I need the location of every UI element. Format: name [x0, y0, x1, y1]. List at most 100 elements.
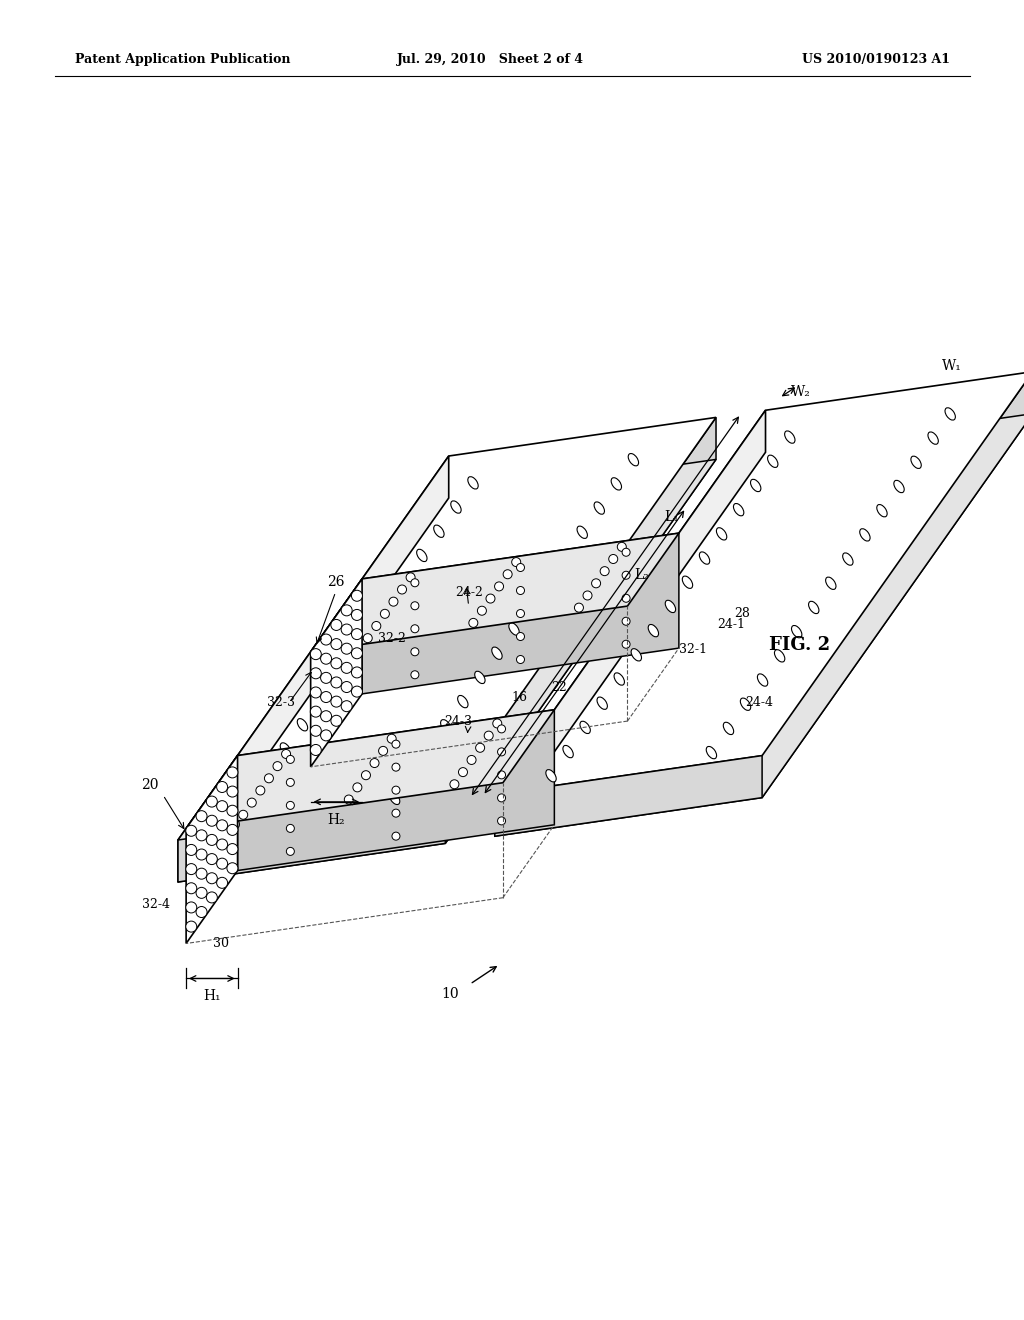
Circle shape [484, 731, 494, 741]
Text: 32-4: 32-4 [142, 898, 170, 911]
Ellipse shape [648, 624, 658, 636]
Circle shape [623, 640, 630, 648]
Circle shape [486, 594, 495, 603]
Circle shape [341, 643, 352, 655]
Circle shape [217, 878, 227, 888]
Ellipse shape [560, 550, 570, 562]
Polygon shape [186, 710, 554, 829]
Text: 22: 22 [552, 681, 567, 694]
Ellipse shape [707, 746, 717, 759]
Ellipse shape [451, 500, 461, 513]
Circle shape [583, 591, 592, 601]
Ellipse shape [297, 718, 307, 731]
Ellipse shape [877, 504, 887, 517]
Circle shape [392, 763, 400, 771]
Circle shape [331, 677, 342, 688]
Circle shape [207, 892, 217, 903]
Polygon shape [495, 411, 766, 837]
Circle shape [516, 564, 524, 572]
Circle shape [469, 618, 478, 627]
Circle shape [196, 887, 207, 899]
Text: 24-2: 24-2 [455, 586, 482, 599]
Circle shape [321, 634, 332, 645]
Circle shape [498, 793, 506, 801]
Ellipse shape [366, 622, 376, 634]
Text: L₁: L₁ [665, 510, 679, 524]
Circle shape [321, 730, 332, 741]
Ellipse shape [229, 816, 240, 828]
Circle shape [287, 801, 294, 809]
Circle shape [217, 801, 227, 812]
Circle shape [475, 743, 484, 752]
Ellipse shape [614, 673, 625, 685]
Ellipse shape [383, 598, 393, 610]
Circle shape [341, 701, 352, 711]
Circle shape [185, 921, 197, 932]
Ellipse shape [434, 525, 444, 537]
Ellipse shape [825, 577, 836, 590]
Circle shape [351, 667, 362, 678]
Ellipse shape [666, 601, 676, 612]
Ellipse shape [758, 673, 768, 686]
Circle shape [370, 759, 379, 767]
Ellipse shape [768, 455, 778, 467]
Circle shape [207, 873, 217, 884]
Circle shape [467, 755, 476, 764]
Circle shape [516, 586, 524, 594]
Ellipse shape [945, 408, 955, 420]
Circle shape [351, 610, 362, 620]
Ellipse shape [699, 552, 710, 564]
Ellipse shape [332, 671, 342, 682]
Circle shape [273, 762, 282, 771]
Circle shape [196, 810, 207, 821]
Circle shape [351, 686, 362, 697]
Ellipse shape [911, 457, 922, 469]
Text: 24-4: 24-4 [744, 696, 773, 709]
Circle shape [392, 741, 400, 748]
Circle shape [264, 774, 273, 783]
Circle shape [287, 755, 294, 763]
Circle shape [185, 883, 197, 894]
Circle shape [227, 863, 238, 874]
Circle shape [516, 656, 524, 664]
Circle shape [516, 610, 524, 618]
Ellipse shape [628, 454, 639, 466]
Polygon shape [445, 417, 716, 843]
Polygon shape [362, 533, 679, 694]
Ellipse shape [792, 626, 802, 638]
Ellipse shape [458, 696, 468, 708]
Circle shape [498, 725, 506, 733]
Text: 32-3: 32-3 [267, 696, 295, 709]
Ellipse shape [774, 649, 784, 663]
Circle shape [207, 796, 217, 807]
Circle shape [392, 787, 400, 795]
Circle shape [498, 817, 506, 825]
Polygon shape [178, 801, 445, 882]
Ellipse shape [580, 721, 590, 734]
Ellipse shape [717, 528, 727, 540]
Text: 30: 30 [213, 937, 229, 950]
Circle shape [310, 706, 322, 717]
Circle shape [389, 597, 398, 606]
Ellipse shape [263, 767, 273, 779]
Text: L₂: L₂ [635, 568, 649, 582]
Circle shape [282, 750, 291, 759]
Circle shape [239, 810, 248, 820]
Circle shape [287, 847, 294, 855]
Circle shape [207, 816, 217, 826]
Circle shape [353, 783, 361, 792]
Circle shape [512, 557, 520, 566]
Circle shape [196, 830, 207, 841]
Ellipse shape [389, 792, 399, 805]
Ellipse shape [417, 549, 427, 561]
Circle shape [477, 606, 486, 615]
Ellipse shape [631, 648, 641, 661]
Circle shape [310, 668, 322, 678]
Circle shape [372, 622, 381, 631]
Circle shape [217, 820, 227, 830]
Circle shape [361, 771, 371, 780]
Circle shape [331, 639, 342, 649]
Circle shape [351, 628, 362, 640]
Circle shape [256, 785, 265, 795]
Circle shape [185, 825, 197, 837]
